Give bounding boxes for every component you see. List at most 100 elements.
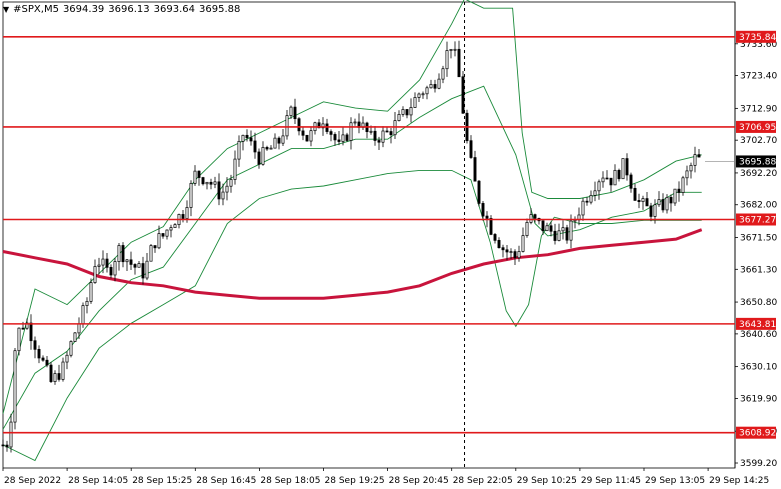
low-value: 3693.64 bbox=[153, 4, 196, 15]
candle-body bbox=[445, 50, 449, 70]
candle-body bbox=[105, 258, 109, 268]
candle-body bbox=[469, 140, 473, 158]
candle-body bbox=[205, 181, 209, 185]
candle-body bbox=[621, 158, 625, 180]
candle-body bbox=[533, 214, 537, 219]
candle-body bbox=[21, 327, 25, 330]
candle-body bbox=[285, 115, 289, 137]
candle-body bbox=[449, 48, 453, 51]
candle-body bbox=[545, 225, 549, 232]
candle-body bbox=[89, 282, 93, 302]
candle-body bbox=[173, 224, 177, 228]
candle-body bbox=[437, 78, 441, 89]
candle-body bbox=[257, 151, 261, 165]
level-price-label: 3643.81 bbox=[739, 320, 776, 330]
candle-body bbox=[485, 215, 489, 219]
candle-body bbox=[265, 147, 269, 150]
candle-body bbox=[493, 234, 497, 241]
candle-body bbox=[597, 181, 601, 192]
candle-body bbox=[281, 135, 285, 144]
candle-body bbox=[93, 266, 97, 283]
x-tick-label: 28 Sep 16:45 bbox=[196, 476, 256, 486]
candle-body bbox=[441, 68, 445, 80]
candle-body bbox=[325, 123, 329, 132]
candle-body bbox=[601, 177, 605, 183]
candle-body bbox=[169, 227, 173, 231]
x-tick-label: 28 Sep 19:25 bbox=[325, 476, 385, 486]
candle-body bbox=[109, 267, 113, 276]
dropdown-triangle-icon[interactable]: ▼ bbox=[3, 5, 10, 14]
candle-body bbox=[425, 87, 429, 95]
candle-body bbox=[253, 140, 257, 153]
high-value: 3696.13 bbox=[108, 4, 150, 15]
candle-body bbox=[481, 203, 485, 217]
candle-body bbox=[353, 121, 357, 124]
candle-body bbox=[685, 170, 689, 179]
candle-body bbox=[269, 147, 273, 150]
open-value: 3694.39 bbox=[62, 4, 105, 15]
candle-body bbox=[457, 48, 461, 78]
candle-body bbox=[85, 301, 89, 306]
candle-body bbox=[57, 373, 61, 380]
candle-body bbox=[689, 164, 693, 172]
level-price-label: 3677.27 bbox=[739, 215, 776, 225]
candle-body bbox=[409, 107, 413, 116]
candle-body bbox=[73, 332, 77, 342]
candle-body bbox=[553, 230, 557, 241]
candle-body bbox=[293, 106, 297, 120]
candle-body bbox=[569, 220, 573, 241]
candle-body bbox=[617, 169, 621, 180]
level-price-label: 3735.84 bbox=[739, 33, 776, 43]
candle-body bbox=[625, 158, 629, 176]
x-tick-label: 29 Sep 14:25 bbox=[709, 476, 769, 486]
candle-body bbox=[345, 134, 349, 141]
level-price-tag bbox=[736, 426, 776, 439]
candle-body bbox=[645, 198, 649, 207]
candle-body bbox=[653, 204, 657, 217]
candle-body bbox=[229, 179, 233, 187]
y-tick-label: 3682.00 bbox=[740, 201, 777, 211]
candle-body bbox=[405, 109, 409, 116]
candle-body bbox=[37, 348, 41, 359]
candle-body bbox=[549, 225, 553, 232]
level-price-tag bbox=[736, 317, 776, 330]
candle-body bbox=[225, 185, 229, 193]
y-tick-label: 3692.20 bbox=[740, 169, 777, 179]
x-tick-label: 29 Sep 10:25 bbox=[517, 476, 577, 486]
candle-body bbox=[641, 198, 645, 203]
symbol-label: #SPX,M5 bbox=[13, 4, 59, 15]
x-tick-label: 28 Sep 18:05 bbox=[260, 476, 320, 486]
candle-body bbox=[565, 227, 569, 241]
y-tick-label: 3661.30 bbox=[740, 265, 777, 275]
candle-body bbox=[673, 188, 677, 204]
candle-body bbox=[509, 251, 513, 253]
candle-body bbox=[249, 137, 253, 142]
candle-body bbox=[261, 147, 265, 165]
candle-body bbox=[665, 197, 669, 211]
candle-body bbox=[629, 174, 633, 189]
level-price-tag bbox=[736, 120, 776, 133]
candle-body bbox=[157, 233, 161, 249]
candle-body bbox=[153, 245, 157, 249]
candle-body bbox=[657, 199, 661, 206]
candle-body bbox=[181, 214, 185, 219]
candle-body bbox=[381, 130, 385, 143]
candle-body bbox=[341, 134, 345, 142]
candle-body bbox=[185, 207, 189, 219]
candle-body bbox=[41, 357, 45, 361]
candle-body bbox=[189, 183, 193, 208]
candle-body bbox=[17, 327, 21, 352]
candle-body bbox=[677, 188, 681, 193]
candle-body bbox=[9, 421, 13, 448]
candle-body bbox=[289, 106, 293, 116]
moving-average-line bbox=[2, 228, 703, 300]
candle-body bbox=[209, 181, 213, 185]
x-tick-label: 28 Sep 2022 bbox=[4, 476, 61, 486]
x-tick-label: 28 Sep 20:45 bbox=[389, 476, 449, 486]
candle-body bbox=[117, 245, 121, 262]
candle-body bbox=[201, 177, 205, 185]
candle-body bbox=[497, 240, 501, 249]
candle-body bbox=[589, 194, 593, 203]
